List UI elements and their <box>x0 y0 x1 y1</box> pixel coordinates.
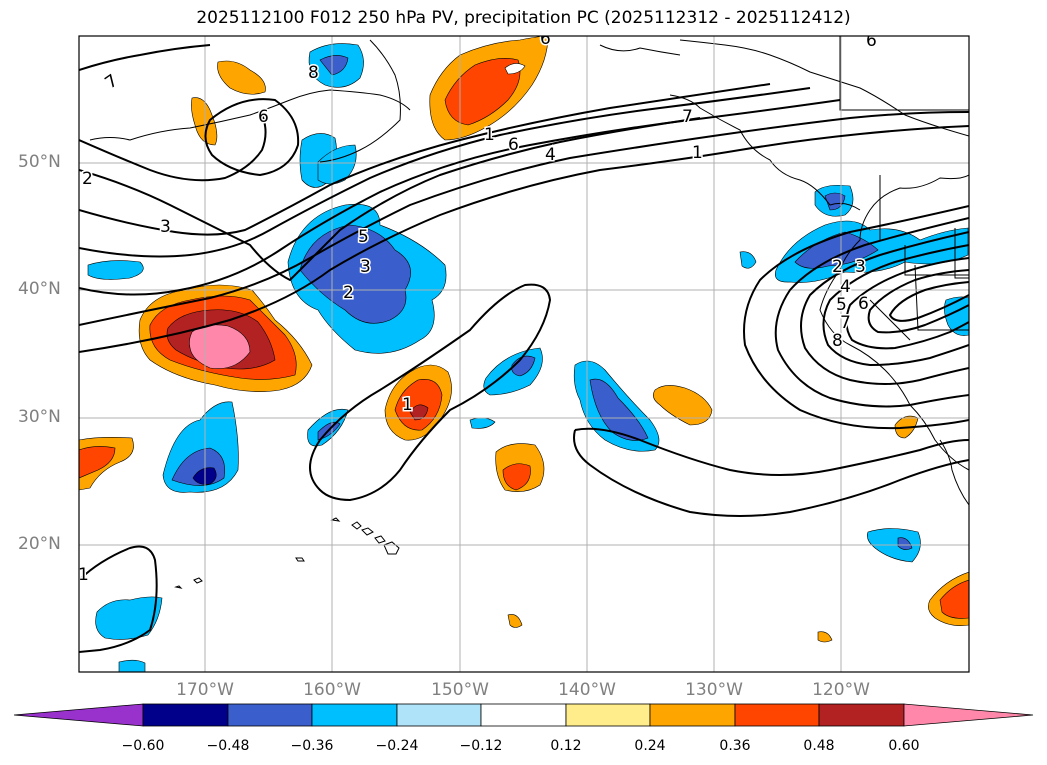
contour-label: 5 <box>358 227 369 247</box>
colorbar-segment <box>311 703 398 727</box>
colorbar-tick-label: 0.12 <box>550 738 582 754</box>
pv-contours <box>79 44 969 653</box>
lon-label: 120°W <box>812 680 870 700</box>
colorbar-segment <box>142 703 229 727</box>
lat-label: 40°N <box>18 279 61 299</box>
contour-label: 4 <box>545 145 556 165</box>
contour-label: 8 <box>308 63 319 83</box>
figure-title: 2025112100 F012 250 hPa PV, precipitatio… <box>196 8 851 28</box>
graticule-lines <box>79 36 969 672</box>
colorbar-tick-label: 0.60 <box>888 738 920 754</box>
colorbar-segment <box>480 703 567 727</box>
colorbar-segment <box>396 703 482 727</box>
colorbar <box>13 703 1034 727</box>
colorbar-segment <box>227 703 313 727</box>
contour-label: 2 <box>343 283 354 303</box>
colorbar-extend-right <box>903 703 1034 727</box>
colorbar-tick-label: 0.48 <box>803 738 835 754</box>
precip-positive-areas <box>79 36 969 643</box>
contour-label: 6 <box>866 31 877 51</box>
colorbar-tick-label: 0.36 <box>719 738 751 754</box>
map-frame <box>78 35 970 673</box>
colorbar-tick-label: −0.60 <box>121 738 165 754</box>
contour-label: 1 <box>484 125 495 145</box>
contour-label: 3 <box>160 217 171 237</box>
colorbar-segment <box>818 703 905 727</box>
contour-label: 1 <box>692 143 703 163</box>
lat-label: 20°N <box>18 534 61 554</box>
colorbar-segment <box>565 703 651 727</box>
contour-label: 8 <box>832 331 843 351</box>
contour-label: 1 <box>402 395 413 415</box>
contour-label: 6 <box>258 107 269 127</box>
lon-label: 130°W <box>685 680 743 700</box>
contour-label: 6 <box>858 294 869 314</box>
contour-label: 4 <box>840 277 851 297</box>
colorbar-tick-label: −0.48 <box>206 738 250 754</box>
lat-label: 50°N <box>18 152 61 172</box>
contour-label: 7 <box>840 313 851 333</box>
lat-label: 30°N <box>18 407 61 427</box>
contour-label: 6 <box>540 29 551 49</box>
contour-label: 3 <box>855 257 866 277</box>
colorbar-segment <box>734 703 820 727</box>
contour-label: 6 <box>508 135 519 155</box>
colorbar-segment <box>649 703 736 727</box>
contour-label: 5 <box>836 295 847 315</box>
colorbar-tick-label: −0.36 <box>290 738 334 754</box>
contour-label: 2 <box>832 257 843 277</box>
lon-label: 160°W <box>303 680 361 700</box>
contour-label: 2 <box>82 169 93 189</box>
colorbar-tick-label: −0.12 <box>459 738 503 754</box>
lon-label: 140°W <box>558 680 616 700</box>
lon-label: 150°W <box>431 680 489 700</box>
lon-label: 170°W <box>176 680 234 700</box>
contour-label: 1 <box>78 565 89 585</box>
colorbar-tick-label: 0.24 <box>634 738 666 754</box>
hawaiian-islands <box>174 517 400 589</box>
colorbar-extend-left <box>13 703 144 727</box>
colorbar-tick-label: −0.24 <box>375 738 419 754</box>
contour-label: 7 <box>682 107 693 127</box>
contour-label: 3 <box>360 257 371 277</box>
